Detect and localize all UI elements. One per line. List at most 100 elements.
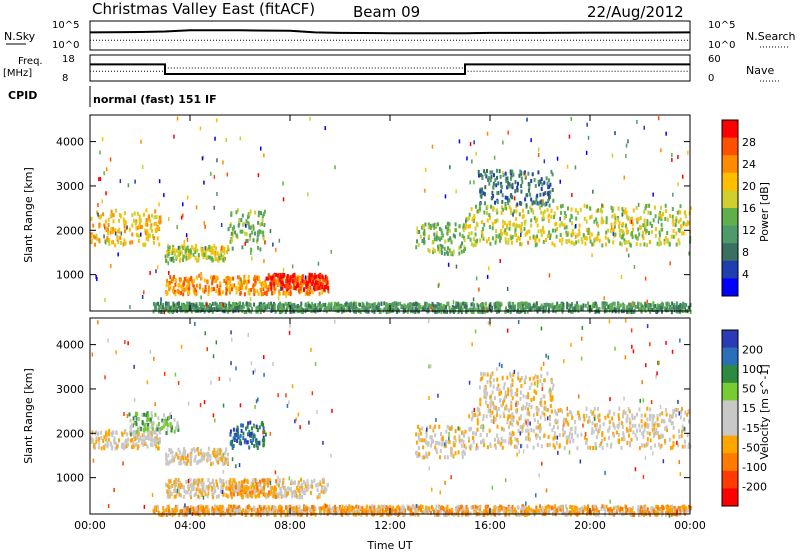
data-cell [149, 430, 151, 435]
data-cell [625, 419, 628, 424]
data-cell [143, 290, 145, 295]
data-cell [174, 289, 177, 294]
data-cell [521, 303, 524, 308]
data-cell [326, 276, 329, 281]
data-cell [144, 441, 146, 446]
data-cell [158, 242, 161, 247]
data-cell [301, 279, 304, 284]
data-cell [476, 413, 479, 418]
data-cell [473, 213, 476, 218]
data-cell [429, 435, 432, 440]
data-cell [687, 150, 689, 155]
data-cell [94, 444, 96, 448]
data-cell [485, 307, 488, 312]
data-cell [602, 305, 605, 310]
data-cell [611, 416, 614, 421]
data-cell [592, 189, 594, 194]
data-cell [626, 309, 629, 314]
data-cell [556, 156, 559, 161]
data-cell [684, 214, 687, 219]
nave-series [90, 67, 690, 72]
data-cell [263, 487, 265, 492]
data-cell [660, 443, 663, 448]
data-cell [435, 237, 438, 242]
data-cell [580, 432, 583, 437]
data-cell [640, 225, 642, 230]
data-cell [194, 247, 197, 252]
data-cell [129, 425, 132, 429]
data-cell [201, 302, 204, 307]
data-cell [134, 437, 137, 442]
data-cell [242, 436, 245, 441]
data-cell [614, 219, 617, 224]
data-cell [542, 394, 545, 399]
data-cell [189, 490, 192, 495]
data-cell [257, 173, 260, 178]
data-cell [452, 233, 455, 238]
data-cell [400, 304, 403, 309]
data-cell [574, 165, 577, 170]
data-cell [681, 231, 684, 236]
data-cell [213, 287, 215, 291]
data-cell [652, 307, 655, 312]
data-cell [451, 306, 454, 311]
data-cell [169, 424, 172, 428]
data-cell [682, 231, 685, 236]
data-cell [214, 279, 216, 284]
data-cell [611, 208, 614, 213]
data-cell [143, 412, 146, 417]
data-cell [285, 291, 288, 296]
data-cell [232, 492, 235, 497]
noise-cells [95, 116, 690, 315]
data-cell [214, 307, 217, 312]
data-cell [532, 234, 535, 239]
data-cell [508, 205, 511, 210]
data-cell [643, 242, 646, 247]
data-cell [266, 479, 269, 484]
data-cell [338, 305, 341, 310]
data-cell [195, 243, 198, 248]
data-cell [278, 480, 281, 485]
data-cell [532, 376, 535, 381]
data-cell [309, 285, 312, 290]
data-cell [203, 221, 205, 226]
data-cell [215, 275, 218, 280]
data-cell [504, 406, 507, 411]
data-cell [284, 310, 287, 314]
data-cell [166, 427, 169, 432]
data-cell [530, 179, 533, 183]
data-cell [473, 140, 475, 145]
data-cell [527, 240, 529, 245]
data-cell [92, 234, 95, 239]
data-cell [299, 286, 302, 291]
data-cell [353, 305, 356, 310]
data-cell [561, 203, 564, 208]
data-cell [489, 383, 492, 388]
data-cell [576, 446, 579, 451]
data-cell [580, 307, 583, 311]
data-cell [454, 222, 457, 227]
data-cell [264, 432, 267, 437]
data-cell [468, 414, 471, 419]
data-cell [206, 493, 209, 498]
data-cell [444, 455, 446, 460]
data-cell [448, 222, 451, 227]
data-cell [649, 211, 652, 216]
data-cell [481, 187, 484, 192]
data-cell [304, 484, 307, 489]
data-cell [282, 291, 285, 296]
data-cell [301, 277, 304, 282]
data-cell [229, 487, 232, 492]
data-cell [427, 225, 430, 230]
data-cell [680, 308, 683, 313]
data-cell [299, 306, 302, 311]
data-cell [484, 171, 487, 176]
data-cell [524, 173, 527, 178]
data-cell [262, 303, 265, 308]
data-cell [675, 413, 677, 418]
data-cell [613, 411, 616, 416]
data-cell [637, 202, 640, 207]
data-cell [478, 208, 481, 213]
data-cell [104, 297, 106, 302]
